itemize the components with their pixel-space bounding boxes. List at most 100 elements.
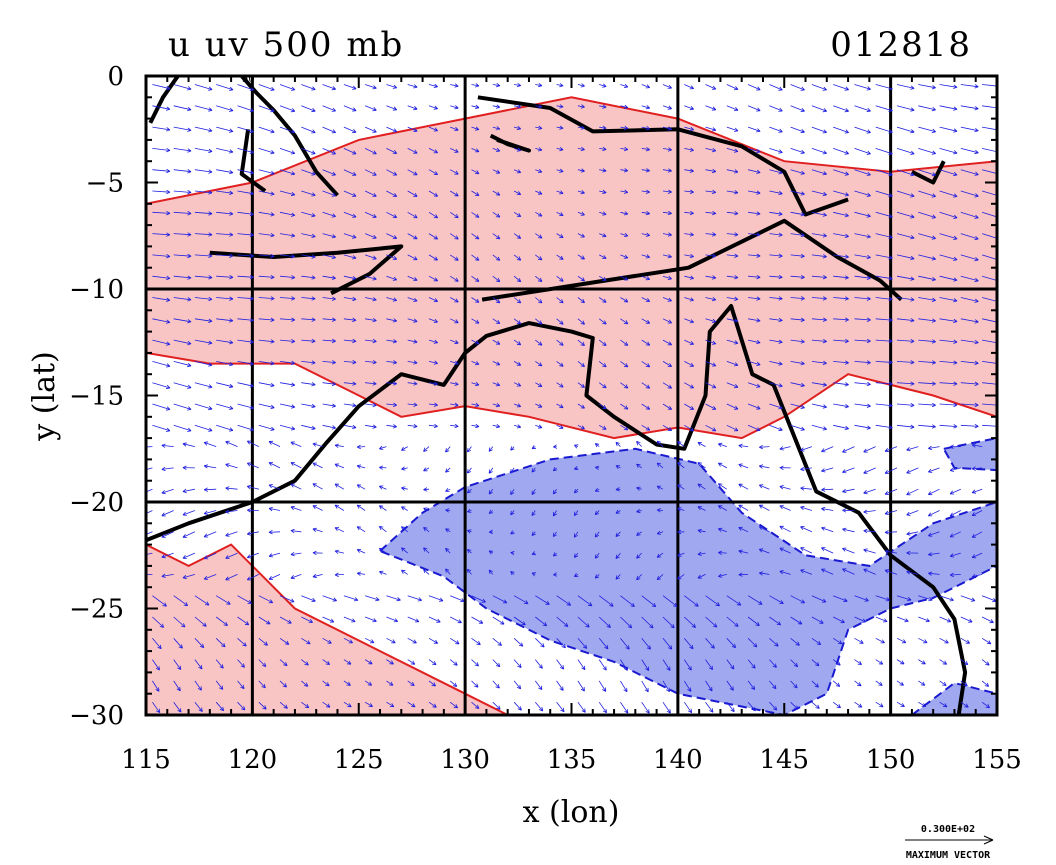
wind-vector — [173, 361, 192, 368]
wind-vector — [620, 275, 629, 281]
wind-vector — [684, 253, 694, 259]
wind-vector — [577, 339, 585, 346]
x-tick-label: 145 — [759, 745, 809, 775]
wind-vector — [237, 595, 252, 604]
wind-vector — [854, 381, 871, 387]
wind-vector — [577, 701, 586, 713]
wind-vector — [939, 169, 958, 177]
wind-vector — [641, 701, 650, 714]
wind-vector — [428, 423, 438, 429]
wind-vector — [237, 382, 254, 388]
wind-vector — [445, 488, 451, 492]
wind-vector — [738, 526, 749, 533]
wind-vector — [577, 382, 585, 388]
wind-vector — [450, 169, 459, 175]
wind-vector — [636, 463, 642, 469]
wind-vector — [258, 361, 275, 366]
wind-vector — [279, 382, 296, 387]
wind-vector — [833, 169, 849, 176]
wind-vector — [510, 530, 515, 535]
wind-vector — [896, 297, 915, 302]
wind-vector — [492, 82, 501, 88]
wind-vector — [513, 595, 529, 605]
wind-vector — [577, 638, 588, 649]
wind-vector — [594, 574, 600, 579]
wind-vector — [705, 403, 717, 410]
positive-contour-line — [146, 96, 997, 440]
wind-vector — [726, 84, 739, 91]
wind-vector — [364, 148, 377, 155]
y-tick-label: −25 — [69, 595, 124, 625]
wind-vector — [194, 659, 203, 670]
wind-vector — [182, 531, 196, 538]
wind-vector — [662, 84, 673, 89]
wind-vector — [450, 381, 459, 386]
wind-vector — [466, 467, 472, 474]
wind-vector — [301, 211, 316, 218]
wind-vector — [636, 486, 642, 491]
wind-vectors — [146, 82, 997, 714]
wind-vector — [161, 488, 174, 495]
wind-vector — [875, 254, 893, 260]
wind-vector — [279, 275, 296, 280]
wind-vector — [790, 637, 800, 646]
wind-vector — [423, 568, 430, 575]
wind-vector — [939, 701, 948, 708]
wind-vector — [800, 547, 813, 554]
wind-vector — [863, 509, 876, 514]
wind-vector — [216, 211, 234, 216]
wind-vector — [811, 616, 824, 624]
wind-vector — [726, 382, 739, 389]
wind-vector — [322, 254, 336, 260]
wind-vector — [811, 254, 827, 259]
wind-vector — [641, 105, 651, 110]
wind-vector — [407, 381, 418, 386]
wind-vector — [833, 148, 849, 155]
wind-vector — [334, 549, 344, 554]
wind-vector — [594, 510, 600, 516]
wind-vector — [513, 659, 522, 668]
wind-vector — [173, 275, 192, 280]
wind-vector — [683, 638, 694, 650]
wind-vector — [471, 148, 480, 153]
wind-vector — [194, 126, 213, 133]
wind-vector — [492, 423, 501, 429]
wind-vector — [738, 572, 749, 577]
wind-vector — [738, 504, 749, 511]
wind-vector — [378, 525, 387, 533]
wind-vector — [833, 595, 848, 603]
wind-vector — [535, 361, 543, 367]
wind-vector — [194, 339, 213, 345]
wind-vector — [833, 360, 849, 365]
wind-vector — [450, 616, 462, 624]
wind-vector — [258, 339, 275, 344]
wind-vector — [492, 233, 501, 240]
wind-vector — [599, 104, 607, 109]
wind-vector — [854, 211, 871, 218]
wind-vector — [216, 274, 234, 280]
wind-vector — [960, 275, 979, 283]
wind-vector — [981, 659, 990, 666]
wind-vector — [258, 84, 275, 91]
wind-vector — [216, 361, 234, 367]
wind-vector — [471, 680, 479, 688]
wind-vector — [896, 595, 912, 602]
wind-vector — [918, 595, 933, 602]
wind-vector — [322, 701, 331, 708]
wind-vector — [246, 485, 259, 490]
wind-vector — [662, 105, 672, 110]
wind-vector — [662, 168, 672, 173]
wind-vector — [896, 233, 915, 240]
wind-vector — [875, 317, 893, 323]
wind-vector — [875, 637, 885, 644]
wind-vector — [258, 148, 275, 155]
wind-vector — [939, 105, 958, 111]
wind-vector — [152, 168, 171, 174]
wind-vector — [552, 531, 557, 538]
wind-vector — [939, 381, 958, 386]
wind-vector — [896, 659, 905, 665]
wind-vector — [833, 403, 849, 409]
wind-vector — [401, 506, 408, 511]
wind-vector — [939, 659, 948, 665]
wind-vector — [960, 233, 979, 241]
